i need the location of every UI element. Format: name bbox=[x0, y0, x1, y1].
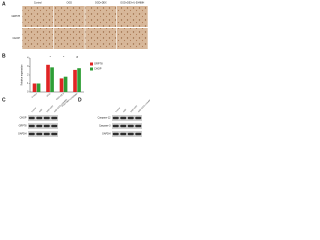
lane-label: Control bbox=[115, 106, 122, 113]
bar bbox=[63, 76, 68, 92]
bar bbox=[50, 67, 54, 92]
lane-label: OGD+DEX+U-50488H bbox=[138, 98, 150, 113]
blot-band bbox=[127, 124, 134, 128]
micrograph bbox=[53, 6, 85, 27]
x-tick-label: OGD bbox=[46, 93, 51, 98]
legend-swatch bbox=[90, 67, 93, 71]
panel-letter: D bbox=[78, 97, 82, 103]
y-tick-label: 4 bbox=[27, 57, 29, 60]
blot-band bbox=[36, 132, 43, 136]
row-label: GRP78 bbox=[11, 14, 20, 18]
band-label: GAPDH bbox=[18, 133, 27, 136]
bar bbox=[36, 83, 41, 92]
blot-strip bbox=[112, 123, 142, 129]
column-label: OGD bbox=[67, 2, 73, 5]
blot-band bbox=[127, 132, 134, 136]
blot-strip bbox=[112, 131, 142, 137]
blot-band bbox=[43, 116, 50, 120]
y-tick-label: 3 bbox=[27, 65, 29, 68]
y-tick-label: 1 bbox=[27, 82, 29, 85]
column-label: OGD+DEX bbox=[95, 2, 107, 5]
bar bbox=[77, 68, 81, 92]
y-axis-label: Relative expression bbox=[21, 64, 24, 86]
blot-band bbox=[28, 116, 35, 120]
blot-strip bbox=[28, 131, 58, 137]
lane-label: OGD bbox=[123, 108, 128, 113]
blot-strip bbox=[112, 115, 142, 121]
blot-band bbox=[120, 132, 127, 136]
bar bbox=[32, 83, 37, 92]
blot-band bbox=[112, 116, 119, 120]
bar bbox=[73, 69, 77, 92]
annotation: # bbox=[76, 55, 78, 59]
blot-band bbox=[51, 124, 58, 128]
blot-band bbox=[135, 124, 142, 128]
lane-label: OGD+DEX bbox=[130, 105, 138, 113]
blot-band bbox=[112, 132, 119, 136]
legend-label: CHOP bbox=[94, 67, 102, 71]
micrograph bbox=[116, 6, 148, 27]
x-tick-label: Control bbox=[31, 92, 38, 99]
blot-strip bbox=[28, 123, 58, 129]
lane-label: Control bbox=[31, 106, 38, 113]
lane-label: OGD+DEX bbox=[46, 105, 54, 113]
blot-band bbox=[135, 132, 142, 136]
annotation: * bbox=[63, 55, 65, 59]
blot-band bbox=[120, 124, 127, 128]
legend-label: GRP78 bbox=[94, 62, 103, 66]
blot-band bbox=[51, 132, 58, 136]
panel-letter: B bbox=[2, 53, 6, 59]
legend-swatch bbox=[90, 62, 93, 66]
micrograph bbox=[53, 28, 85, 49]
blot-band bbox=[36, 124, 43, 128]
y-tick-label: 0 bbox=[27, 91, 29, 94]
bar bbox=[46, 64, 50, 92]
page: A B C D Control OGD OGD+DEX OGD+DEX+U-50488H GRP… bbox=[2, 1, 150, 137]
lane-label: OGD bbox=[39, 108, 44, 113]
blot-band bbox=[36, 116, 43, 120]
panel-letter: C bbox=[2, 97, 6, 103]
micrograph bbox=[85, 28, 117, 49]
panel-letter: A bbox=[2, 1, 6, 7]
row-label: CHOP bbox=[13, 36, 21, 40]
blot-band bbox=[135, 116, 142, 120]
band-label: GAPDH bbox=[102, 133, 111, 136]
micrograph bbox=[22, 6, 54, 27]
micrograph bbox=[116, 28, 148, 49]
blot-band bbox=[43, 132, 50, 136]
micrograph bbox=[22, 28, 54, 49]
blot-band bbox=[120, 116, 127, 120]
blot-band bbox=[127, 116, 134, 120]
y-tick-label: 2 bbox=[27, 74, 29, 77]
micrograph bbox=[85, 6, 117, 27]
blot-band bbox=[112, 124, 119, 128]
band-label: GRP78 bbox=[19, 125, 28, 128]
band-label: Caspase-12 bbox=[98, 117, 112, 120]
x-tick-label: OGD+DEX bbox=[56, 93, 65, 101]
column-label: OGD+DEX+U-50488H bbox=[120, 2, 144, 5]
band-label: Caspase-3 bbox=[99, 125, 111, 128]
blot-strip bbox=[28, 115, 58, 121]
blot-band bbox=[28, 124, 35, 128]
blot-band bbox=[43, 124, 50, 128]
blot-band bbox=[28, 132, 35, 136]
bar bbox=[59, 78, 64, 92]
annotation: * bbox=[50, 55, 52, 59]
blot-band bbox=[51, 116, 58, 120]
band-label: CHOP bbox=[20, 117, 27, 120]
column-label: Control bbox=[34, 2, 42, 5]
